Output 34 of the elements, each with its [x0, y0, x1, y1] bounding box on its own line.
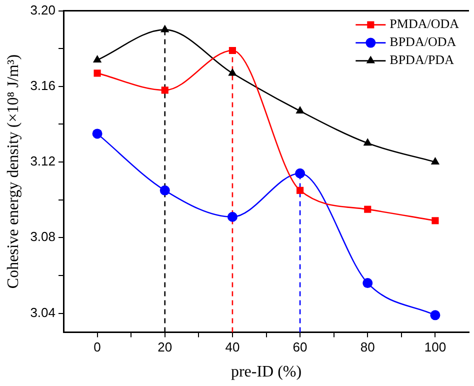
point: [296, 106, 304, 114]
point: [364, 206, 372, 213]
point: [94, 70, 101, 77]
point: [362, 278, 373, 288]
x-tick-label: 80: [360, 340, 375, 355]
point: [227, 212, 238, 222]
y-tick-label: 3.16: [30, 78, 56, 93]
point: [295, 168, 306, 178]
point: [160, 185, 170, 196]
y-tick-label: 3.08: [30, 229, 56, 244]
x-axis-title: pre-ID (%): [230, 364, 302, 381]
x-tick-label: 60: [292, 340, 308, 355]
x-tick-label: 100: [424, 340, 446, 355]
point: [161, 86, 168, 94]
legend-label: BPDA/PDA: [390, 52, 455, 68]
x-tick-label: 0: [94, 340, 101, 355]
point: [296, 186, 304, 194]
y-tick-label: 3.20: [30, 2, 56, 18]
point: [430, 157, 440, 165]
legend-label: PMDA/ODA: [390, 16, 460, 32]
point: [92, 54, 102, 62]
legend-label: BPDA/ODA: [390, 34, 457, 50]
x-tick-label: 20: [158, 340, 172, 355]
point: [92, 128, 102, 139]
point: [228, 68, 237, 76]
y-tick-label: 3.04: [30, 304, 56, 320]
point: [430, 310, 440, 320]
y-axis-title: Cohesive energy density (×10⁸ J/m³): [4, 54, 22, 289]
y-tick-label: 3.12: [30, 154, 56, 169]
x-tick-label: 40: [225, 340, 240, 355]
point: [228, 46, 236, 54]
point: [363, 138, 372, 146]
point: [160, 24, 170, 32]
point: [432, 217, 439, 224]
